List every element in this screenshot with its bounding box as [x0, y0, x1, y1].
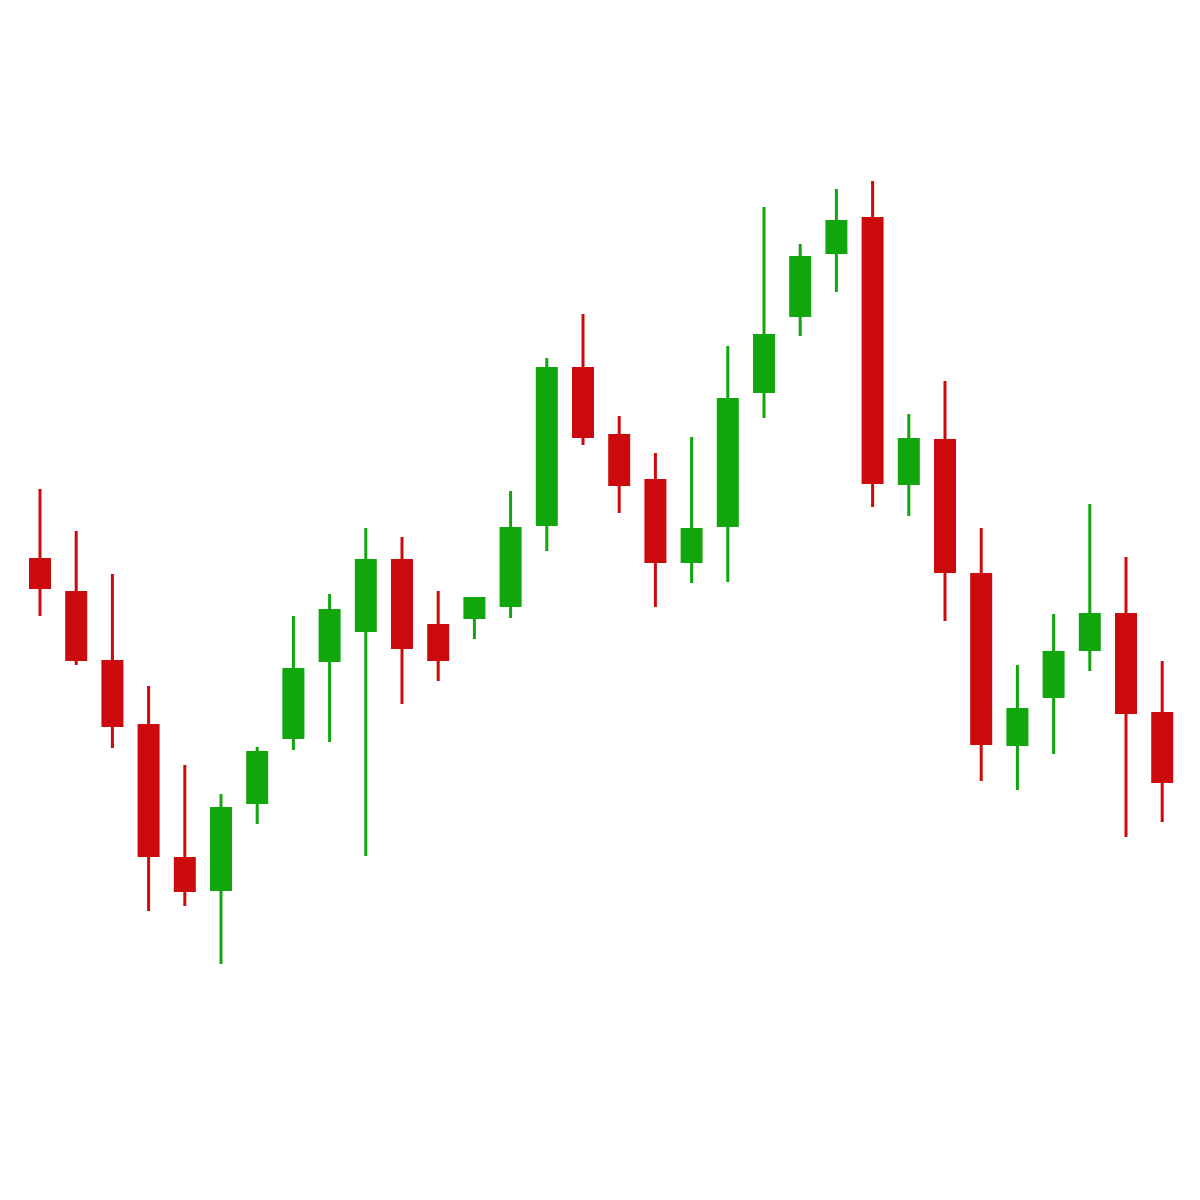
candle-body-bullish [354, 559, 377, 632]
candle-body-bullish [210, 807, 232, 891]
candle-body-bearish [65, 591, 88, 661]
candle-body-bullish [282, 668, 305, 739]
candle-3 [101, 574, 124, 748]
candle-13 [463, 597, 486, 639]
candle-body-bullish [1042, 651, 1065, 698]
candle-body-bearish [934, 439, 956, 573]
candle-body-bullish [318, 609, 341, 662]
candle-27 [970, 528, 993, 781]
candle-body-bearish [572, 367, 594, 438]
candle-wick [328, 594, 332, 742]
candle-body-bearish [29, 558, 51, 589]
candle-4 [137, 686, 160, 911]
candle-2 [65, 531, 88, 665]
candle-30 [1078, 504, 1101, 671]
candle-body-bullish [463, 597, 486, 619]
candle-29 [1042, 614, 1065, 754]
candle-26 [934, 381, 956, 621]
candle-body-bearish [391, 559, 413, 649]
candle-body-bearish [608, 434, 631, 486]
candle-17 [608, 416, 631, 513]
candle-wick [38, 489, 42, 616]
candle-body-bullish [716, 398, 739, 527]
candle-15 [535, 358, 558, 551]
candle-wick [364, 528, 368, 856]
candle-28 [1006, 665, 1029, 790]
candle-body-bearish [101, 660, 124, 727]
candle-body-bullish [246, 751, 269, 804]
candle-18 [644, 453, 667, 607]
candle-body-bearish [1151, 712, 1174, 783]
candle-32 [1151, 661, 1174, 822]
candle-body-bullish [499, 527, 522, 607]
candle-12 [427, 591, 450, 681]
candle-23 [825, 189, 848, 292]
candle-body-bearish [970, 573, 993, 745]
candle-22 [789, 244, 812, 336]
candle-body-bullish [1006, 708, 1029, 746]
candle-6 [210, 794, 232, 964]
candle-body-bearish [427, 624, 450, 661]
candle-wick [183, 765, 187, 906]
candle-body-bearish [173, 857, 196, 892]
candle-25 [897, 414, 920, 516]
candle-body-bearish [861, 217, 884, 484]
candle-body-bullish [897, 438, 920, 485]
candle-5 [173, 765, 196, 906]
candle-wick [690, 437, 694, 583]
candle-body-bullish [680, 528, 703, 563]
candle-31 [1115, 557, 1137, 837]
candle-14 [499, 491, 522, 618]
candle-8 [282, 616, 305, 750]
candle-20 [716, 346, 739, 582]
candle-body-bullish [789, 256, 812, 317]
candle-body-bearish [1115, 613, 1137, 714]
candle-body-bullish [825, 220, 848, 254]
candle-9 [318, 594, 341, 742]
candle-group [29, 181, 1174, 964]
candle-21 [753, 207, 775, 418]
candle-10 [354, 528, 377, 856]
candle-16 [572, 314, 594, 445]
candle-body-bullish [535, 367, 558, 526]
candle-24 [861, 181, 884, 507]
candle-19 [680, 437, 703, 583]
candle-wick [762, 207, 766, 418]
candle-body-bullish [753, 334, 775, 393]
candle-7 [246, 747, 269, 824]
candle-1 [29, 489, 51, 616]
candle-11 [391, 537, 413, 704]
candle-body-bearish [644, 479, 667, 563]
candle-body-bullish [1078, 613, 1101, 651]
candle-wick [1088, 504, 1092, 671]
candle-body-bearish [137, 724, 160, 857]
